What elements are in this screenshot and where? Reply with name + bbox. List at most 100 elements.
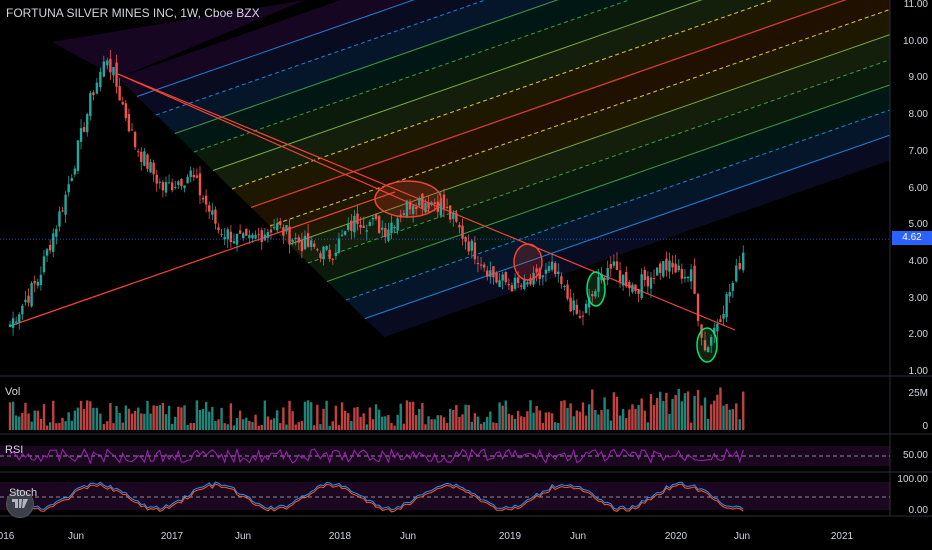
candle-body xyxy=(510,285,514,292)
candle-body xyxy=(594,291,597,297)
candle-body xyxy=(316,249,319,251)
pitchfork-band xyxy=(251,0,890,226)
volume-bar xyxy=(39,418,43,430)
candle-body xyxy=(693,265,696,294)
volume-bar xyxy=(597,414,600,430)
time-tick-label: Jun xyxy=(234,531,252,542)
volume-bar xyxy=(322,408,325,430)
candle-body xyxy=(566,284,569,299)
time-tick-label: 2017 xyxy=(160,531,184,542)
candle-body xyxy=(374,214,378,219)
candle-body xyxy=(52,233,55,253)
candle-body xyxy=(254,234,257,239)
candle-body xyxy=(418,198,421,206)
volume-bar xyxy=(167,405,171,430)
volume-bar xyxy=(709,404,713,430)
candle-body xyxy=(563,286,566,288)
highlight-ellipse xyxy=(374,180,442,218)
volume-bar xyxy=(92,407,95,430)
volume-bar xyxy=(133,411,137,430)
volume-bar xyxy=(738,419,741,430)
candle-body xyxy=(102,61,106,77)
volume-bar xyxy=(467,405,470,430)
volume-bar xyxy=(722,405,725,430)
time-tick-label: Jun xyxy=(67,531,85,542)
candle-body xyxy=(671,262,674,268)
candle-body xyxy=(325,246,328,250)
volume-bar xyxy=(479,423,483,430)
candle-body xyxy=(612,261,616,266)
candle-body xyxy=(279,221,282,225)
candle-body xyxy=(282,227,285,236)
volume-bar xyxy=(452,409,455,430)
volume-bar xyxy=(288,400,291,430)
volume-bar xyxy=(313,425,316,430)
candle-body xyxy=(186,177,189,184)
pitchfork-line xyxy=(136,0,415,97)
candle-body xyxy=(396,218,399,231)
volume-bar xyxy=(149,413,152,430)
price-tick-label: 5.00 xyxy=(908,219,928,231)
volume-bar xyxy=(557,422,560,430)
volume-bar xyxy=(492,422,495,430)
volume-bar xyxy=(30,421,33,430)
volume-bar xyxy=(731,409,734,430)
candle-body xyxy=(728,292,731,297)
volume-bar xyxy=(48,422,52,430)
candle-body xyxy=(677,265,680,271)
volume-bar xyxy=(501,405,504,430)
candle-body xyxy=(232,241,236,244)
candle-body xyxy=(340,234,344,236)
candle-body xyxy=(124,103,128,119)
volume-tick-label: 0 xyxy=(922,421,928,432)
volume-bar xyxy=(45,425,49,430)
pitchfork-handle xyxy=(117,73,431,213)
tradingview-logo-icon[interactable] xyxy=(6,490,34,518)
volume-bar xyxy=(177,406,180,430)
candle-body xyxy=(402,213,406,216)
candle-body xyxy=(569,297,572,312)
volume-bar xyxy=(183,405,186,430)
price-tick-label: 10.00 xyxy=(902,35,928,47)
price-tick-label: 11.00 xyxy=(903,0,928,10)
candle-body xyxy=(67,184,70,193)
stoch-pane-label: Stoch xyxy=(9,487,38,499)
candle-body xyxy=(92,92,95,96)
price-tick-label: 1.00 xyxy=(908,366,928,377)
candle-body xyxy=(76,140,80,171)
candle-body xyxy=(177,181,180,185)
candle-body xyxy=(557,271,560,274)
pitchfork-band xyxy=(118,0,414,97)
volume-bar xyxy=(14,415,18,430)
volume-bar xyxy=(387,414,390,430)
stoch-d-line xyxy=(9,483,744,513)
candle-body xyxy=(192,174,195,178)
volume-bar xyxy=(563,400,566,430)
last-price-value: 4.62 xyxy=(902,232,922,243)
candle-body xyxy=(334,252,338,257)
candle-body xyxy=(82,127,86,132)
volume-bar xyxy=(328,425,331,430)
candle-body xyxy=(625,272,628,287)
volume-bar xyxy=(476,416,480,430)
volume-bar xyxy=(448,408,452,430)
volume-bar xyxy=(640,398,643,430)
volume-bar xyxy=(713,400,716,430)
candle-body xyxy=(319,253,322,258)
volume-bar xyxy=(414,415,418,430)
price-tick-label: 9.00 xyxy=(908,72,928,84)
volume-bar xyxy=(680,401,684,430)
candle-body xyxy=(526,282,529,285)
volume-bar xyxy=(106,421,109,430)
volume-bar xyxy=(473,413,477,430)
candle-body xyxy=(99,71,102,88)
candle-body xyxy=(470,240,473,251)
volume-bar xyxy=(643,410,646,430)
candle-body xyxy=(251,234,254,239)
volume-bar xyxy=(220,407,223,430)
volume-bar xyxy=(186,425,189,430)
volume-bar xyxy=(353,407,356,430)
volume-bar xyxy=(86,400,89,430)
candle-body xyxy=(501,274,504,281)
